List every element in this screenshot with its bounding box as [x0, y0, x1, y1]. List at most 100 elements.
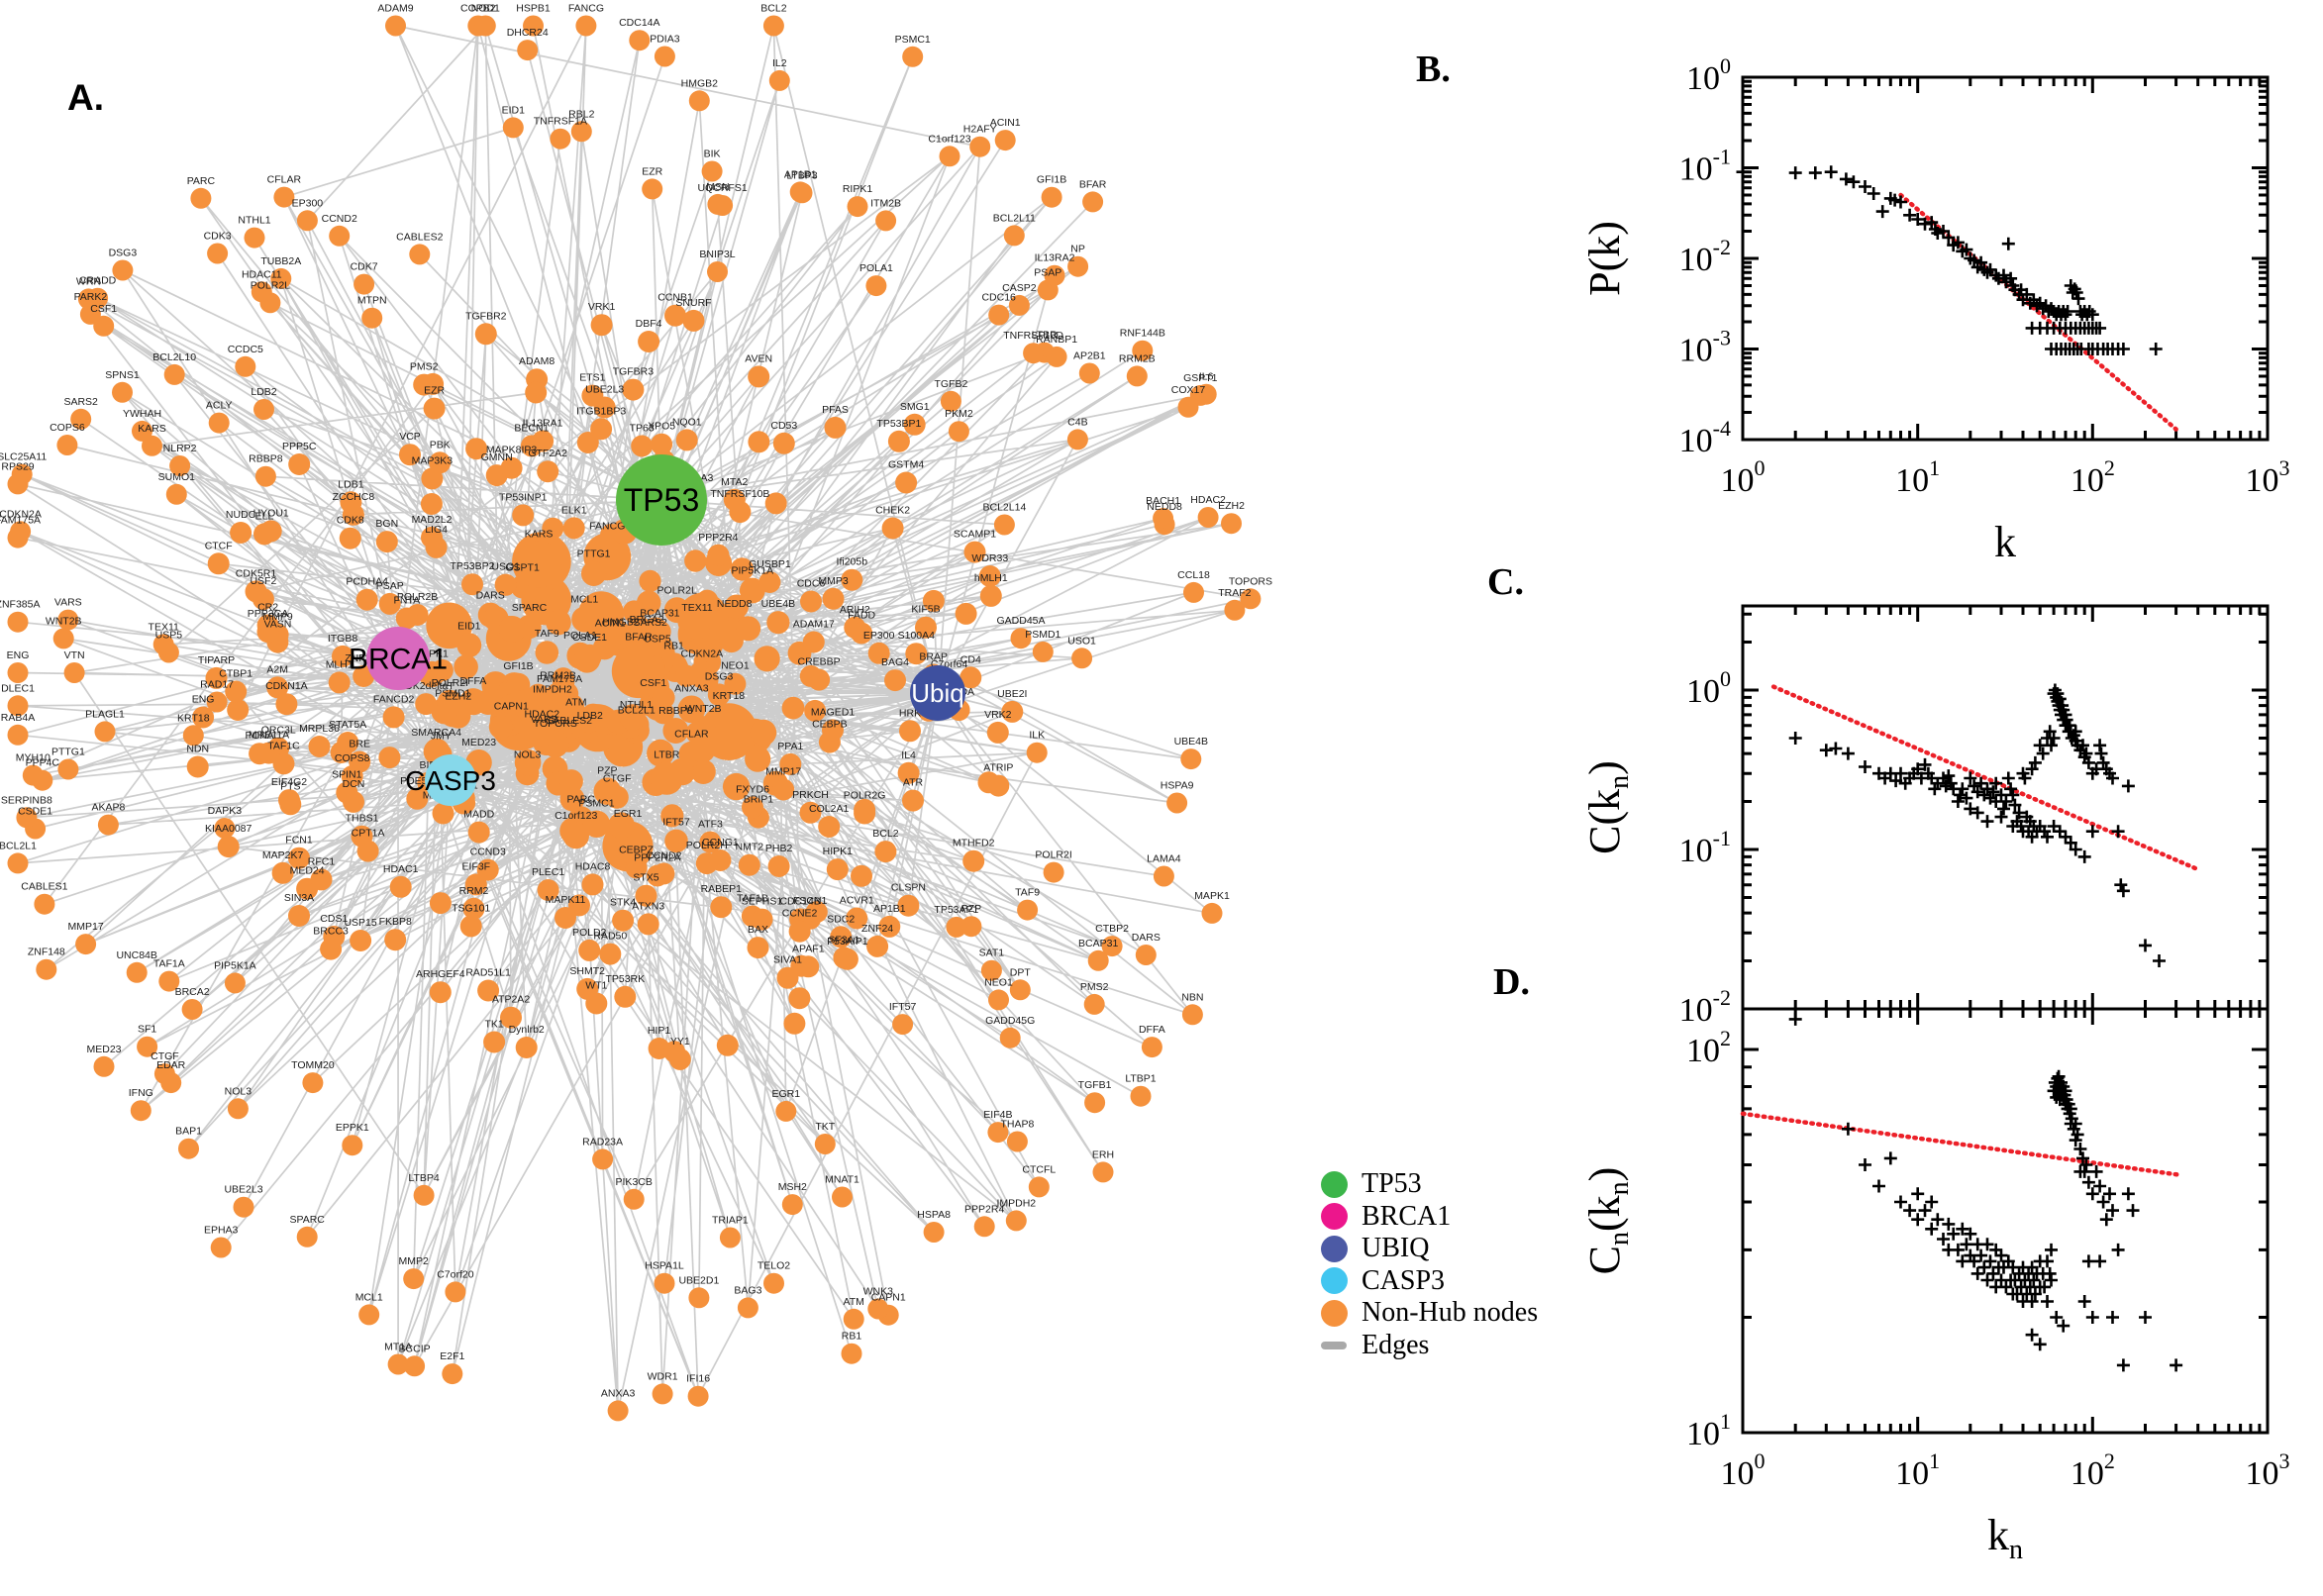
- network-node-label: DARS: [476, 590, 505, 602]
- network-node: [415, 693, 438, 716]
- network-node: [1009, 979, 1031, 1001]
- network-node: [684, 549, 707, 572]
- network-node: [339, 527, 361, 549]
- network-node-label: TRAF2: [1218, 587, 1251, 599]
- network-node-label: PPP2R4: [698, 532, 738, 544]
- network-node-label: NEDD8: [1147, 501, 1182, 513]
- network-node: [738, 853, 760, 876]
- network-node-label: WNT2B: [46, 615, 82, 627]
- network-node: [1008, 294, 1030, 316]
- network-node-label: CEBPZ: [619, 844, 655, 855]
- network-node: [375, 531, 398, 553]
- network-node-label: TP53AP1: [934, 904, 978, 916]
- network-node: [722, 772, 751, 801]
- network-node: [969, 136, 991, 157]
- network-node-label: CDKN2A: [680, 648, 723, 660]
- network-node: [142, 435, 162, 456]
- network-node-label: ELL: [255, 510, 274, 522]
- network-node: [836, 948, 858, 970]
- network-node-label: IFNG: [129, 1087, 153, 1099]
- legend-item-non-hub-nodes: Non-Hub nodes: [1321, 1297, 1539, 1330]
- network-node-label: MMP17: [68, 921, 104, 933]
- network-node: [498, 616, 526, 643]
- network-node-label: USP5: [155, 630, 183, 642]
- network-node: [1195, 383, 1217, 405]
- network-node: [712, 195, 734, 216]
- network-node-label: LAMA4: [1147, 853, 1181, 865]
- network-node: [1101, 936, 1123, 957]
- network-node: [502, 117, 524, 139]
- network-node-label: WDR33: [971, 552, 1008, 564]
- network-node: [903, 413, 926, 436]
- network-node: [34, 893, 55, 915]
- network-node: [332, 645, 354, 667]
- network-node: [382, 706, 405, 729]
- hub-label-tp53: TP53: [624, 482, 699, 518]
- network-node-label: FANCG: [589, 520, 625, 532]
- network-node: [442, 1363, 463, 1385]
- network-node-label: ATXN3: [632, 900, 664, 912]
- network-node: [581, 560, 607, 587]
- network-node: [337, 732, 359, 753]
- network-node: [772, 778, 795, 801]
- y-tick-label: 10-2: [1679, 985, 1731, 1029]
- network-node: [822, 719, 844, 742]
- network-node: [988, 989, 1009, 1011]
- network-node: [647, 739, 674, 767]
- network-node: [275, 693, 298, 716]
- network-node: [866, 935, 889, 957]
- network-node-label: CCNG1: [702, 837, 739, 848]
- network-node-label: EIF4B: [983, 1109, 1012, 1121]
- network-node-label: APAF1: [792, 943, 825, 954]
- network-node: [762, 15, 784, 37]
- network-node-label: EZR: [642, 165, 662, 177]
- network-node: [772, 432, 795, 454]
- network-node-label: RAD50: [593, 931, 627, 943]
- network-node: [494, 573, 517, 596]
- network-node: [36, 958, 57, 980]
- network-node-label: POLD2: [572, 927, 607, 939]
- network-node-label: LDB1: [338, 478, 363, 490]
- y-axis-label-b: P(k): [1580, 221, 1629, 296]
- network-node: [688, 90, 710, 112]
- network-node: [563, 709, 589, 735]
- network-node-label: NUDC: [226, 509, 256, 521]
- fit-line: [1740, 1111, 2183, 1178]
- network-node-label: IL2: [772, 57, 787, 69]
- network-node: [257, 742, 280, 764]
- network-node: [576, 432, 599, 453]
- network-node: [512, 504, 535, 527]
- legend-item-casp3: CASP3: [1321, 1265, 1539, 1298]
- network-node-label: VARS: [54, 597, 82, 609]
- network-node-label: MSH2: [778, 1181, 807, 1193]
- network-node-label: IL13RA1: [523, 418, 563, 430]
- network-node: [973, 1216, 995, 1238]
- network-node-label: SARS2: [633, 617, 667, 629]
- network-node: [310, 868, 333, 891]
- hub-node-ubiq: [910, 665, 965, 721]
- network-node-label: CTCF: [205, 540, 233, 551]
- network-node-label: HDAC2: [1190, 494, 1226, 506]
- network-node: [955, 602, 977, 625]
- legend-item-label: Edges: [1362, 1329, 1430, 1360]
- network-node-label: MED24: [290, 865, 325, 877]
- network-node: [56, 435, 78, 455]
- network-node-label: IFT57: [889, 1001, 917, 1013]
- network-node-label: PMS2: [410, 361, 439, 373]
- network-node-label: MAPK11: [546, 894, 586, 906]
- network-node: [867, 642, 890, 664]
- network-node-label: AVEN: [745, 352, 772, 364]
- chart-panel-c: 100 10-1 10-2 C(kn​): [1580, 604, 2270, 1029]
- hub-node-tp53: [616, 454, 707, 546]
- network-node: [824, 416, 847, 439]
- x-tick-label: 102: [2070, 1448, 2115, 1492]
- network-node-label: EPHA3: [204, 1225, 239, 1237]
- network-node-label: STX5: [633, 872, 658, 884]
- network-node-label: MAP3K3: [412, 454, 454, 466]
- network-node: [887, 430, 910, 452]
- network-node: [320, 938, 343, 960]
- network-node: [639, 569, 661, 593]
- network-node-label: LTBR: [1032, 330, 1058, 342]
- network-node-label: SIVA1: [773, 954, 802, 966]
- network-node: [273, 186, 295, 208]
